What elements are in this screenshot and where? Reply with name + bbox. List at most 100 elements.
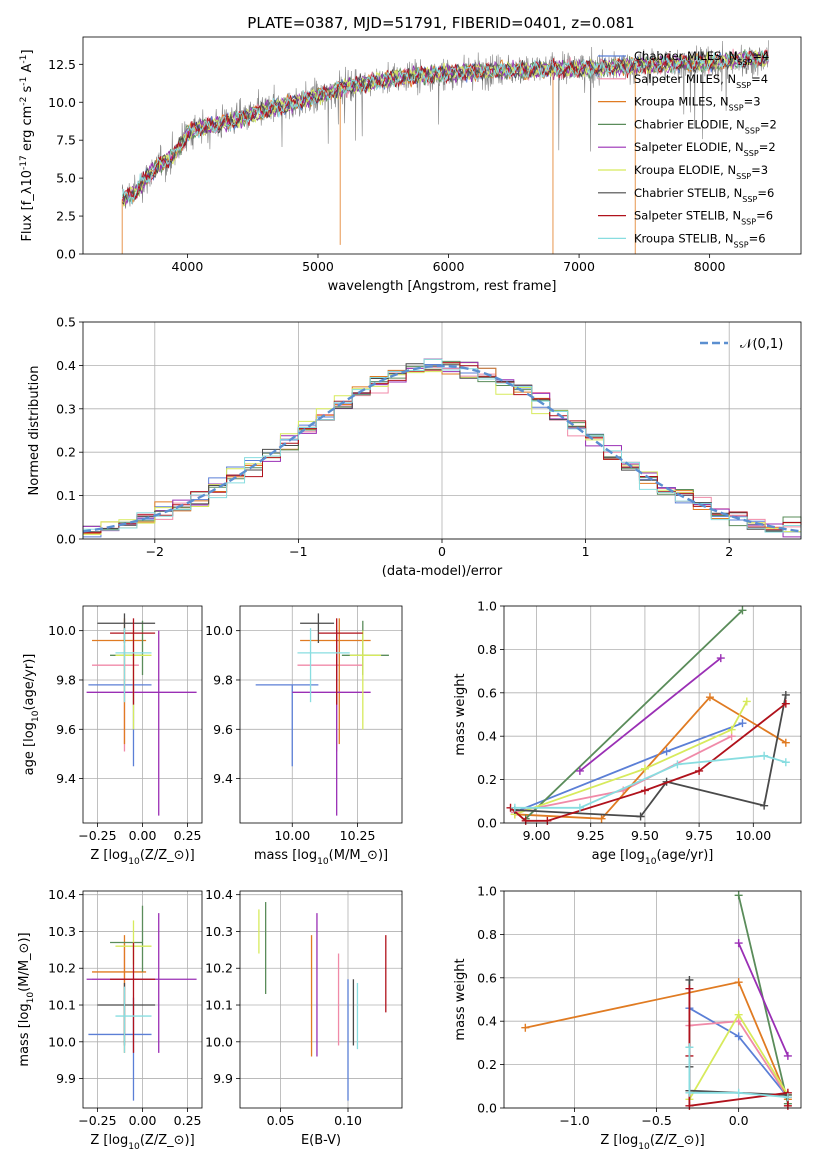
plot-area xyxy=(506,606,790,825)
weight-line xyxy=(509,702,787,822)
weight-line xyxy=(737,942,789,1057)
panel-weight_vs_age: 9.00 9.25 9.50 9.75 10.00 0.0 0.2 0.4 0.6 0.8 1.0 a… xyxy=(453,599,802,867)
panel-age_vs_Z: −0.25 0.00 0.25 9.4 9.6 9.8 10.0 Z [log10(Z/Z_⊙… xyxy=(22,605,203,867)
legend-label: 𝒩(0,1) xyxy=(740,337,783,352)
x-tick-label: 5000 xyxy=(302,259,334,274)
spectrum-legend: Chabrier MILES, NSSP=4 Salpeter MILES, NS… xyxy=(598,49,777,249)
weight-marker xyxy=(685,1088,694,1097)
weight-line xyxy=(688,1047,788,1099)
x-axis-label: Z [log10(Z/Z_⊙)] xyxy=(600,1133,704,1152)
x-tick-label: −1.0 xyxy=(559,1113,589,1128)
y-tick-label: 9.9 xyxy=(56,1071,76,1086)
y-tick-label: 10.4 xyxy=(48,887,76,902)
y-tick-label: 10.2 xyxy=(48,961,76,976)
y-tick-label: 0.5 xyxy=(56,315,76,330)
x-tick-label: 6000 xyxy=(433,259,465,274)
x-tick-label: −0.25 xyxy=(78,1113,116,1128)
y-tick-label: 9.8 xyxy=(56,672,76,687)
y-tick-label: 10.4 xyxy=(205,887,233,902)
y-tick-label: 2.5 xyxy=(56,209,76,224)
legend-label: Salpeter ELODIE, NSSP=2 xyxy=(634,140,776,158)
legend-label: Kroupa STELIB, NSSP=6 xyxy=(634,231,766,249)
x-tick-label: 9.50 xyxy=(631,828,659,843)
y-tick-label: 9.6 xyxy=(56,722,76,737)
x-tick-label: −1 xyxy=(289,544,307,559)
weight-marker xyxy=(742,697,751,706)
weight-marker xyxy=(781,699,790,708)
weight-marker xyxy=(521,816,530,825)
x-tick-label: 10.25 xyxy=(340,828,376,843)
y-tick-label: 10.1 xyxy=(205,998,233,1013)
x-tick-label: 4000 xyxy=(172,259,204,274)
panel-mass_vs_ebv: 0.05 0.10 9.9 10.0 10.1 10.2 10.3 10.4 E(B-V) xyxy=(205,887,403,1148)
y-tick-label: 0.3 xyxy=(56,401,76,416)
axes-frame xyxy=(239,605,403,824)
y-tick-label: 1.0 xyxy=(477,599,497,614)
plot-area xyxy=(86,613,197,816)
weight-marker xyxy=(727,725,736,734)
panels-group: 4000 5000 6000 7000 80000.02.55.07.510.012.5… xyxy=(17,36,802,1152)
weight-marker xyxy=(640,764,649,773)
weight-marker xyxy=(685,984,694,993)
plot-area xyxy=(521,891,792,1110)
weight-marker xyxy=(685,1101,694,1110)
residual-legend: 𝒩(0,1) xyxy=(700,337,783,352)
y-tick-label: 9.8 xyxy=(213,672,233,687)
y-tick-label: 0.6 xyxy=(477,685,497,700)
y-tick-label: 9.9 xyxy=(213,1071,233,1086)
weight-marker xyxy=(716,654,725,663)
spectrum-model-line xyxy=(121,50,769,205)
plot-area xyxy=(86,905,197,1101)
weight-marker xyxy=(597,814,606,823)
weight-line xyxy=(514,701,748,816)
weight-marker xyxy=(543,816,552,825)
y-axis-label: mass weight xyxy=(453,958,468,1040)
weight-marker xyxy=(640,786,649,795)
x-tick-label: 10.00 xyxy=(274,828,310,843)
panel-age_vs_mass: 10.00 10.25 9.4 9.6 9.8 10.0 mass [log10(M/M_⊙… xyxy=(205,605,403,867)
panel-weight_vs_Z: −1.0 −0.5 0.0 0.0 0.2 0.4 0.6 0.8 1.0 Z [log10(Z/… xyxy=(453,884,802,1152)
y-tick-label: 0.8 xyxy=(477,642,497,657)
panel-residuals: −2 −1 0 1 2 0.0 0.1 0.2 0.3 0.4 0.5 (data-model)/er… xyxy=(27,315,802,579)
x-axis-label: mass [log10(M/M_⊙)] xyxy=(254,848,388,867)
x-tick-label: 2 xyxy=(725,544,733,559)
figure-title: PLATE=0387, MJD=51791, FIBERID=0401, z=0… xyxy=(247,14,634,32)
legend-label: Chabrier MILES, NSSP=4 xyxy=(634,49,769,67)
y-tick-label: 12.5 xyxy=(48,57,76,72)
weight-marker xyxy=(673,760,682,769)
x-tick-label: 1 xyxy=(582,544,590,559)
axes-frame xyxy=(239,890,403,1109)
weight-line xyxy=(514,694,787,818)
y-tick-label: 10.3 xyxy=(48,924,76,939)
x-tick-label: 0.00 xyxy=(129,1113,157,1128)
weight-marker xyxy=(760,801,769,810)
y-tick-label: 0.0 xyxy=(56,532,76,547)
y-tick-label: 10.0 xyxy=(205,623,233,638)
weight-marker xyxy=(781,758,790,767)
x-tick-label: 0.00 xyxy=(129,828,157,843)
weight-marker xyxy=(636,812,645,821)
weight-marker xyxy=(685,1043,694,1052)
x-tick-label: −0.5 xyxy=(641,1113,671,1128)
weight-marker xyxy=(734,1032,743,1041)
plot-area xyxy=(258,902,387,1101)
x-tick-label: 9.75 xyxy=(685,828,713,843)
weight-line xyxy=(514,695,787,820)
legend-label: Kroupa ELODIE, NSSP=3 xyxy=(634,163,768,181)
y-tick-label: 0.6 xyxy=(477,970,497,985)
plot-area xyxy=(121,40,769,254)
panel-spectrum: 4000 5000 6000 7000 8000 0.0 2.5 5.0 7.5 10.0 12.5… xyxy=(19,36,802,294)
x-axis-label: (data-model)/error xyxy=(382,564,503,579)
x-axis-label: wavelength [Angstrom, rest frame] xyxy=(328,279,557,294)
y-tick-label: 0.2 xyxy=(477,1057,497,1072)
y-tick-label: 9.4 xyxy=(56,771,76,786)
weight-marker xyxy=(685,975,694,984)
legend-label: Salpeter STELIB, NSSP=6 xyxy=(634,209,773,227)
y-tick-label: 0.0 xyxy=(477,816,497,831)
x-tick-label: 0.10 xyxy=(334,1113,362,1128)
weight-marker xyxy=(734,1088,743,1097)
y-tick-label: 1.0 xyxy=(477,884,497,899)
axes-frame xyxy=(82,321,802,540)
panel-mass_vs_Z: −0.25 0.00 0.25 9.9 10.0 10.1 10.2 10.3 10.4 Z [l… xyxy=(17,887,203,1152)
